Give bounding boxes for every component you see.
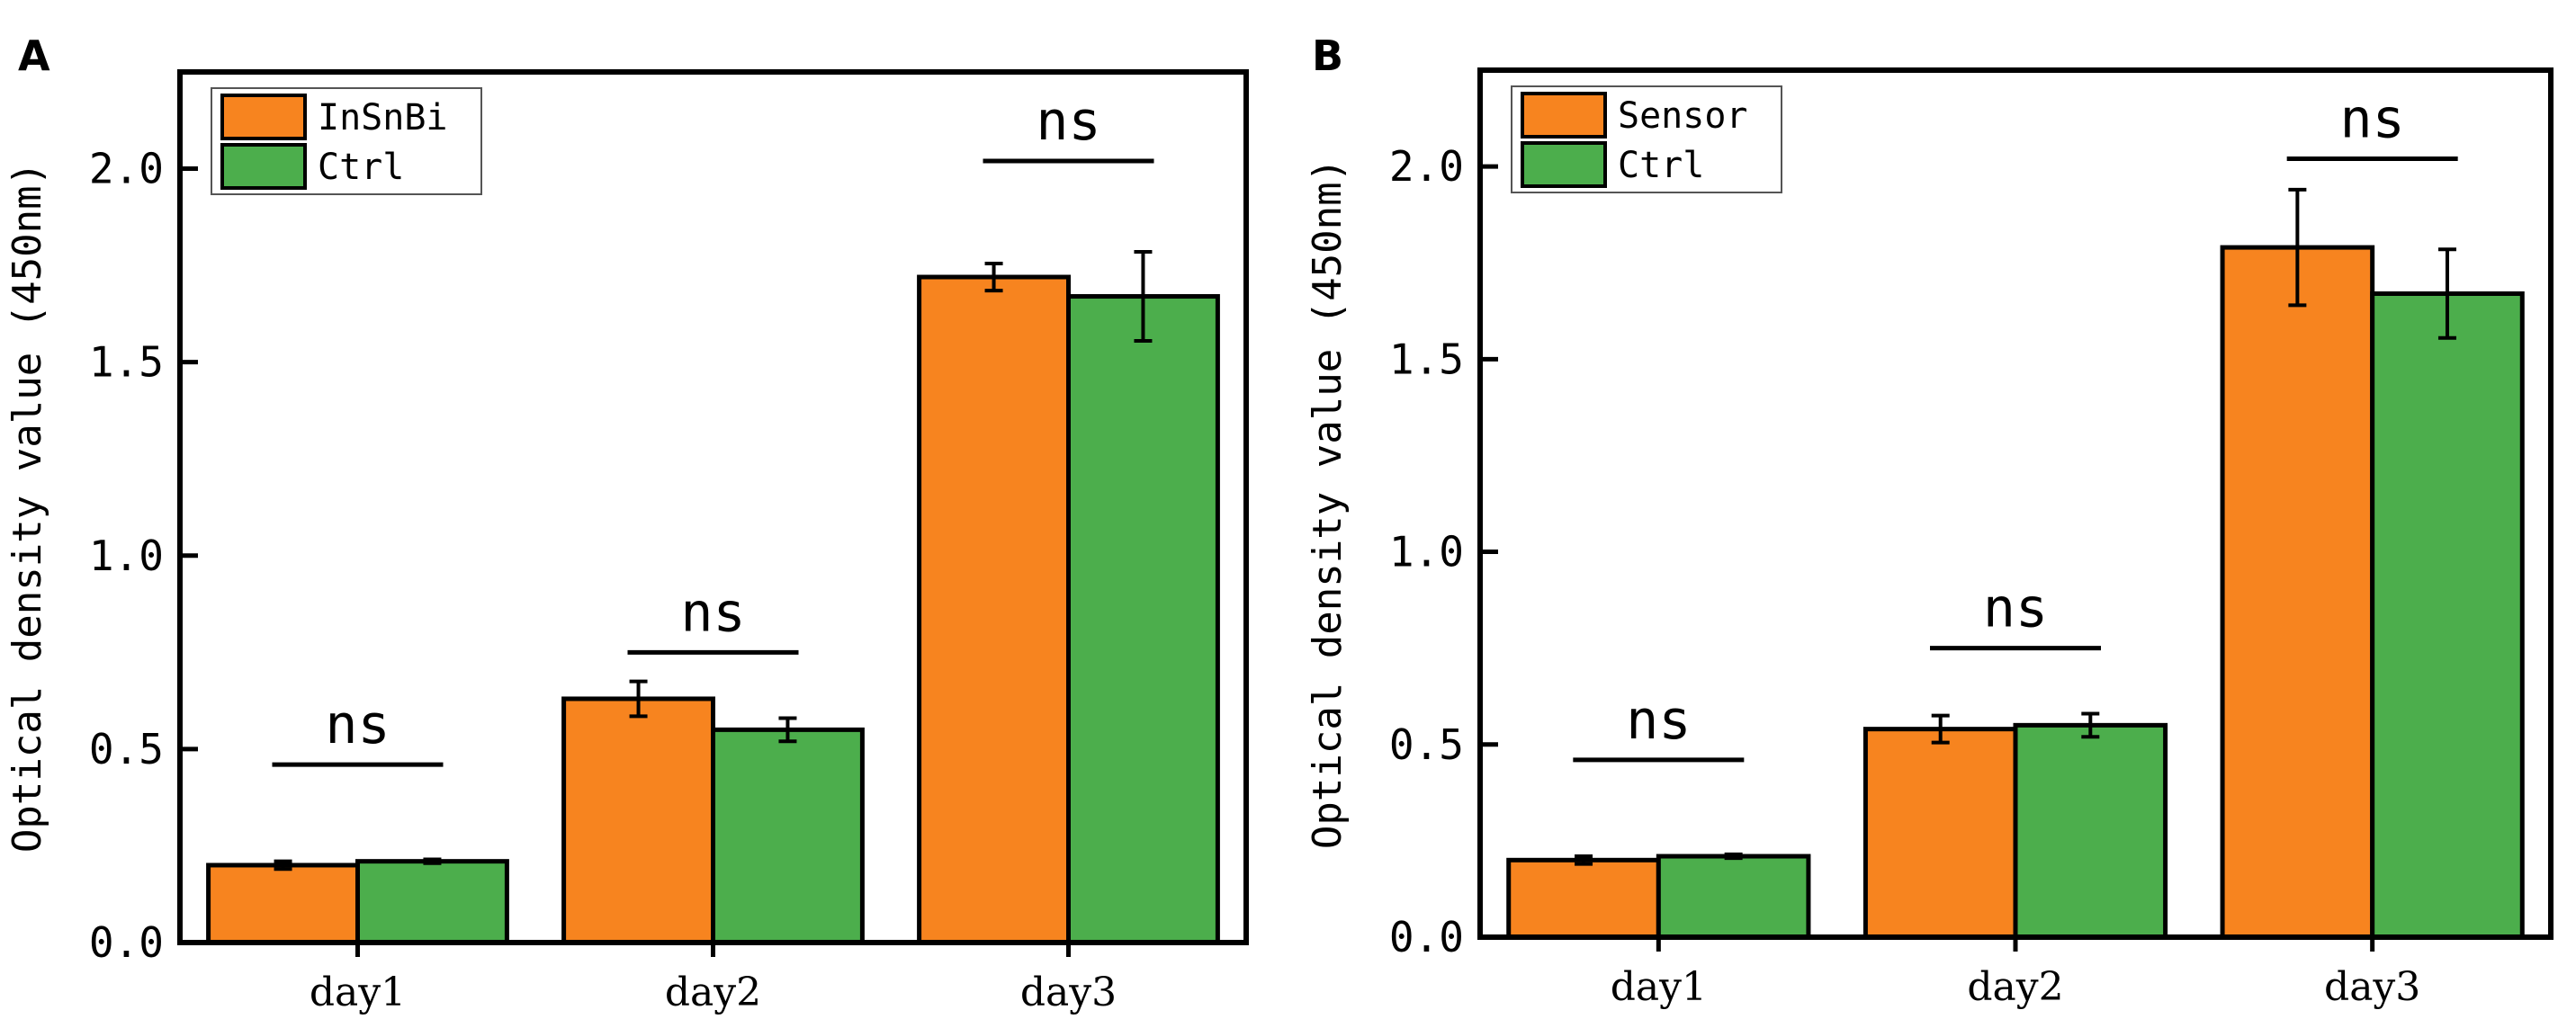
significance-label-day1: ns [325, 693, 390, 756]
y-tick-label: 1.5 [89, 338, 164, 387]
bar-sensor-day2 [1862, 727, 2018, 940]
bar-ctrl-day3 [2370, 291, 2525, 940]
bar-sensor-day1 [1506, 857, 1661, 940]
significance-label-day3: ns [2340, 88, 2405, 151]
x-tick-label-day1: day1 [310, 970, 406, 1015]
legend-swatch-ctrl [1521, 141, 1607, 188]
significance-label-day3: ns [1036, 90, 1100, 153]
y-tick-label: 2.0 [89, 145, 164, 193]
x-tick-label-day2: day2 [1967, 964, 2063, 1010]
bar-sensor-day3 [2220, 245, 2375, 940]
bar-insnbi-day3 [917, 274, 1071, 945]
significance-label-day2: ns [1983, 577, 2048, 640]
x-tick-label-day3: day3 [1020, 970, 1117, 1015]
bar-ctrl-day2 [711, 727, 865, 945]
significance-label-day2: ns [680, 581, 745, 644]
chart-panel-a: Ans ns ns 0.0 0.5 1.0 1.5 2.0 day1 day2 day3 Optica… [4, 31, 1249, 1015]
y-tick-label: 1.0 [1389, 528, 1464, 577]
y-tick-label: 0.5 [89, 725, 164, 773]
y-tick-label: 0.0 [1389, 913, 1464, 961]
significance-label-day1: ns [1626, 689, 1691, 752]
legend-swatch-insnbi [220, 94, 307, 140]
legend-swatch-sensor [1521, 92, 1607, 139]
y-tick-label: 0.0 [89, 918, 164, 967]
y-axis-label: Optical density value (450nm) [1305, 158, 1351, 849]
legend-label-ctrl: Ctrl [318, 147, 404, 188]
bar-ctrl-day2 [2013, 722, 2168, 940]
x-tick-label-day2: day2 [665, 970, 761, 1015]
x-tick-label-day1: day1 [1611, 964, 1707, 1010]
panel-label: A [18, 31, 50, 80]
y-tick-label: 2.0 [1389, 142, 1464, 191]
panel-label: B [1312, 31, 1343, 80]
bar-ctrl-day1 [355, 859, 509, 945]
bar-ctrl-day1 [1656, 854, 1811, 940]
y-axis-label: Optical density value (450nm) [4, 162, 50, 853]
y-tick-label: 1.0 [89, 532, 164, 580]
legend-swatch-ctrl [220, 143, 307, 190]
legend: Sensor Ctrl [1511, 85, 1782, 193]
bar-ctrl-day3 [1066, 294, 1220, 945]
bar-insnbi-day2 [561, 696, 715, 945]
bar-insnbi-day1 [206, 863, 360, 945]
legend-label-sensor: Sensor [1618, 95, 1748, 137]
chart-panel-b: Bns ns ns 0.0 0.5 1.0 1.5 2.0 day1 day2 day3 Optica… [1305, 31, 2554, 1010]
legend-label-insnbi: InSnBi [318, 97, 448, 139]
y-tick-label: 1.5 [1389, 335, 1464, 383]
y-tick-label: 0.5 [1389, 720, 1464, 769]
x-tick-label-day3: day3 [2324, 964, 2420, 1010]
legend: InSnBi Ctrl [211, 87, 482, 195]
legend-label-ctrl: Ctrl [1618, 145, 1704, 186]
